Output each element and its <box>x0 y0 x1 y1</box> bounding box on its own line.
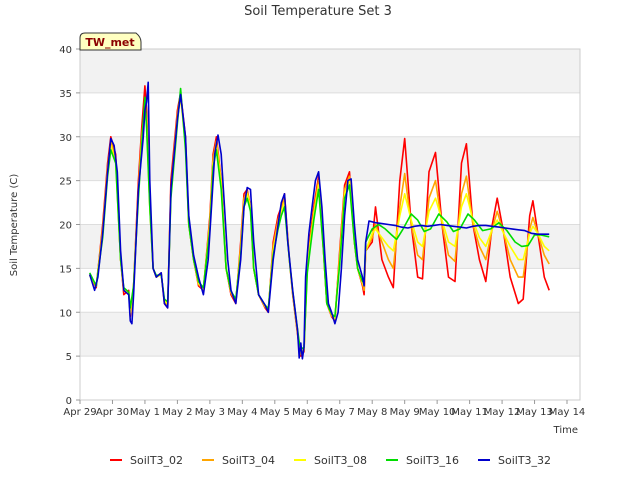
y-tick-label: 30 <box>59 133 72 144</box>
x-axis-label: Time <box>553 425 578 436</box>
x-tick-label: May 10 <box>419 407 456 418</box>
legend: SoilT3_02 SoilT3_04 SoilT3_08 SoilT3_16 Soil… <box>110 454 551 467</box>
plot-area <box>79 48 581 401</box>
y-tick-label: 25 <box>59 177 72 188</box>
chart-title: Soil Temperature Set 3 <box>244 4 392 19</box>
x-tick-label: May 12 <box>484 407 521 418</box>
x-tick-label: May 14 <box>549 407 586 418</box>
x-tick-label: May 1 <box>130 407 160 418</box>
x-tick-label: May 13 <box>516 407 553 418</box>
x-tick-label: May 4 <box>227 407 257 418</box>
series-lines <box>88 81 550 360</box>
legend-label: SoilT3_04 <box>222 454 275 467</box>
y-tick-label: 20 <box>59 221 72 232</box>
background-band <box>80 136 580 181</box>
x-tick-label: May 7 <box>325 407 355 418</box>
y-tick-label: 10 <box>59 308 72 319</box>
x-tick-label: Apr 29 <box>63 407 96 418</box>
x-tick-label: May 8 <box>357 407 387 418</box>
legend-label: SoilT3_16 <box>406 454 459 467</box>
legend-label: SoilT3_08 <box>314 454 367 467</box>
y-tick-label: 0 <box>66 396 72 407</box>
x-tick-label: May 9 <box>390 407 420 418</box>
x-tick-label: May 5 <box>260 407 290 418</box>
y-axis-ticks: 0 5 10 15 20 25 30 35 40 <box>59 45 80 407</box>
tw-met-badge: TW_met <box>79 32 142 51</box>
x-tick-label: May 6 <box>292 407 322 418</box>
y-tick-label: 40 <box>59 45 72 56</box>
x-axis-ticks: Apr 29 Apr 30 May 1 May 2 May 3 May 4 May 5 May… <box>63 400 585 418</box>
background-bands <box>80 49 580 357</box>
x-tick-label: May 3 <box>195 407 225 418</box>
x-tick-label: Apr 30 <box>96 407 129 418</box>
legend-label: SoilT3_32 <box>498 454 551 467</box>
background-band <box>80 312 580 357</box>
legend-label: SoilT3_02 <box>130 454 183 467</box>
background-band <box>80 224 580 269</box>
badge-text: TW_met <box>85 36 134 49</box>
y-tick-label: 35 <box>59 89 72 100</box>
background-band <box>80 49 580 93</box>
y-tick-label: 5 <box>66 352 72 363</box>
badge-box <box>79 32 142 51</box>
y-tick-label: 15 <box>59 264 72 275</box>
series-line-SoilT3_32 <box>88 81 550 360</box>
x-tick-label: May 2 <box>162 407 192 418</box>
x-tick-label: May 11 <box>451 407 488 418</box>
y-axis-label: Soil Temperature (C) <box>9 174 20 277</box>
